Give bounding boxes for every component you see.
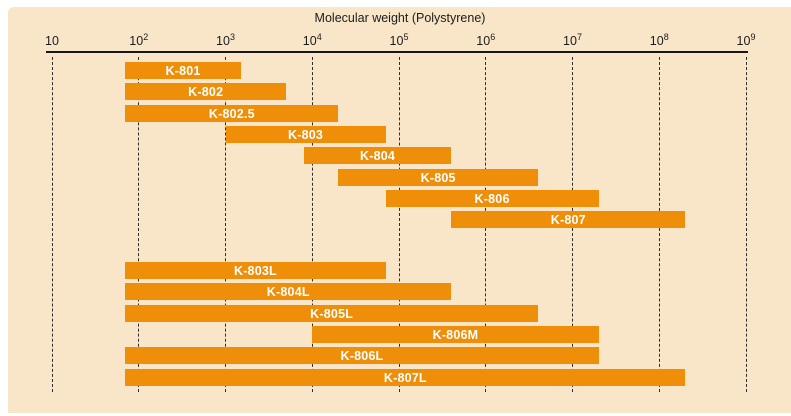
bar-k-805: K-805 <box>338 169 538 186</box>
gridline-10e4 <box>311 57 313 392</box>
gridline-10e2 <box>138 57 140 392</box>
axis-tick-label-10e3: 103 <box>216 31 235 48</box>
bar-label: K-806L <box>340 348 384 363</box>
bar-k-806: K-806 <box>385 190 599 207</box>
bar-label: K-806M <box>432 327 479 342</box>
bar-k-803: K-803 <box>225 126 386 143</box>
bar-k-802: K-802 <box>125 83 287 100</box>
axis-tick-label-10e8: 108 <box>649 31 669 48</box>
bar-label: K-804L <box>266 284 310 299</box>
bar-label: K-802.5 <box>208 106 255 121</box>
bar-label: K-806 <box>474 191 510 206</box>
bar-k-802.5: K-802.5 <box>125 105 339 122</box>
bar-k-805l: K-805L <box>125 305 538 322</box>
bar-label: K-805L <box>310 306 354 321</box>
gridline-10e5 <box>398 57 400 392</box>
axis-tick-label-10e6: 106 <box>476 31 496 48</box>
x-axis-line <box>46 51 748 53</box>
bar-label: K-804 <box>359 148 396 163</box>
gridline-10e1 <box>51 57 53 392</box>
bar-k-804: K-804 <box>303 147 452 164</box>
axis-tick-label-10e4: 104 <box>302 31 322 48</box>
axis-tick-label-10e1: 10 <box>45 34 59 48</box>
bar-label: K-803 <box>288 127 324 142</box>
axis-tick-label-10e5: 105 <box>389 31 409 48</box>
bar-k-806l: K-806L <box>125 347 599 364</box>
bar-k-804l: K-804L <box>125 283 452 300</box>
bar-k-803l: K-803L <box>125 262 386 279</box>
bar-label: K-805 <box>420 170 456 185</box>
bar-label: K-807L <box>383 370 427 385</box>
gridline-10e3 <box>225 57 226 392</box>
bar-k-806m: K-806M <box>312 326 599 343</box>
bar-k-807l: K-807L <box>125 369 686 386</box>
bar-label: K-801 <box>165 63 201 78</box>
bar-label: K-807 <box>550 212 586 227</box>
axis-tick-label-10e7: 107 <box>563 31 582 48</box>
bar-k-801: K-801 <box>125 62 241 79</box>
axis-tick-label-10e9: 109 <box>736 31 756 48</box>
bar-k-807: K-807 <box>451 211 686 228</box>
gridline-10e9 <box>745 57 747 392</box>
axis-tick-label-10e2: 102 <box>129 31 149 48</box>
bar-label: K-803L <box>233 263 277 278</box>
bar-label: K-802 <box>188 84 224 99</box>
chart-title: Molecular weight (Polystyrene) <box>314 11 486 25</box>
